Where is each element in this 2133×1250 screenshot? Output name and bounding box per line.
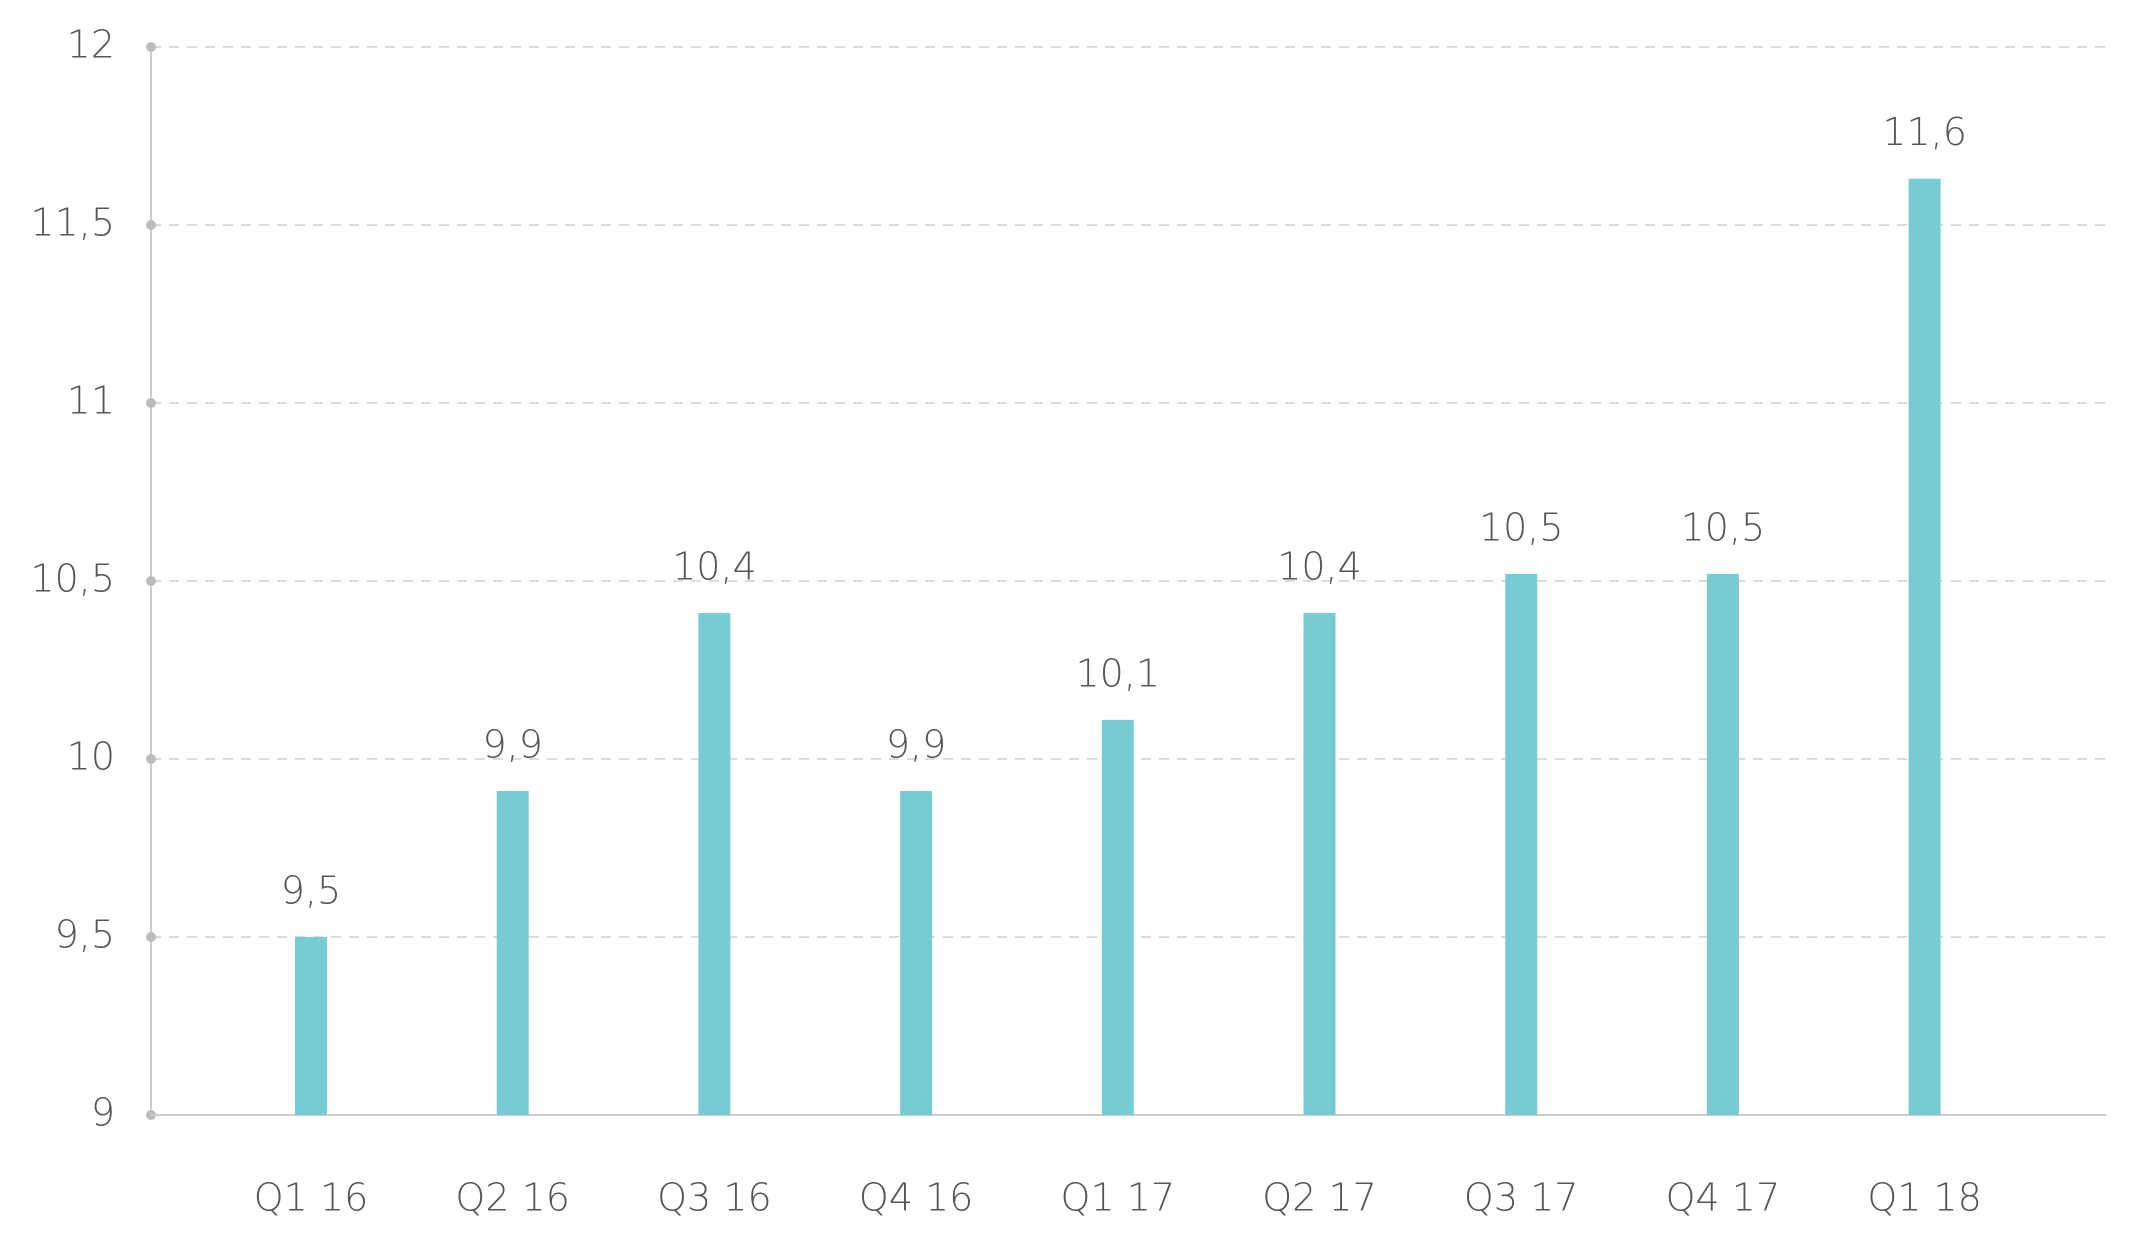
bar — [1908, 178, 1941, 1116]
y-tick-dot — [146, 932, 156, 942]
bar — [900, 791, 933, 1115]
value-label: 10,5 — [1681, 505, 1766, 549]
x-tick-label: Q2 17 — [1262, 1176, 1377, 1220]
value-label: 11,6 — [1882, 110, 1967, 154]
bar — [1505, 573, 1538, 1115]
x-tick-label: Q4 16 — [859, 1176, 974, 1220]
x-tick-label: Q3 17 — [1464, 1176, 1579, 1220]
bar — [698, 613, 731, 1115]
y-tick-label: 9 — [91, 1091, 115, 1135]
value-label: 10,5 — [1479, 505, 1564, 549]
y-tick-dot — [146, 398, 156, 408]
bar — [1101, 719, 1134, 1115]
y-tick-label: 10 — [67, 735, 115, 779]
value-label: 10,1 — [1075, 651, 1160, 695]
y-tick-dot — [146, 42, 156, 52]
x-tick-label: Q1 17 — [1061, 1176, 1176, 1220]
x-tick-label: Q1 16 — [254, 1176, 369, 1220]
value-label: 9,5 — [281, 869, 341, 913]
y-tick-label: 9,5 — [55, 913, 115, 957]
x-tick-label: Q1 18 — [1867, 1176, 1982, 1220]
y-tick-dot — [146, 754, 156, 764]
y-tick-dot — [146, 220, 156, 230]
bar — [295, 937, 327, 1115]
x-tick-label: Q2 16 — [455, 1176, 570, 1220]
bar — [1706, 573, 1739, 1115]
y-tick-label: 10,5 — [30, 557, 115, 601]
x-tick-label: Q4 17 — [1666, 1176, 1781, 1220]
bar — [1303, 613, 1336, 1115]
value-label: 10,4 — [672, 545, 757, 589]
bar — [496, 791, 529, 1115]
value-label: 10,4 — [1277, 545, 1362, 589]
value-label: 9,9 — [482, 723, 542, 767]
y-tick-label: 11,5 — [30, 201, 115, 245]
x-tick-label: Q3 16 — [657, 1176, 772, 1220]
y-tick-dot — [146, 576, 156, 586]
y-tick-label: 12 — [67, 23, 115, 67]
value-label: 9,9 — [886, 723, 946, 767]
y-tick-label: 11 — [67, 379, 115, 423]
